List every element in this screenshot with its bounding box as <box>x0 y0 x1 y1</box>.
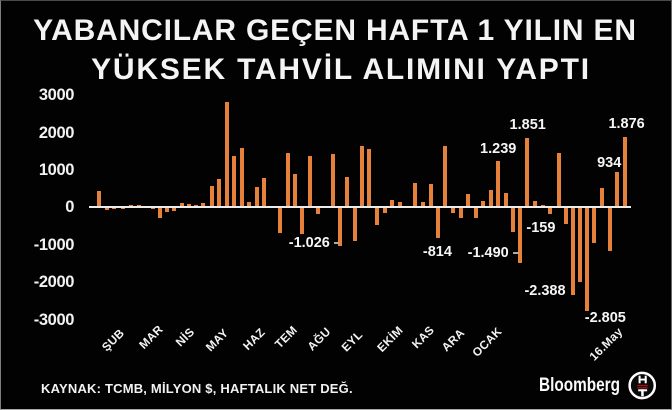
svg-text:Bloomberg: Bloomberg <box>539 374 620 396</box>
